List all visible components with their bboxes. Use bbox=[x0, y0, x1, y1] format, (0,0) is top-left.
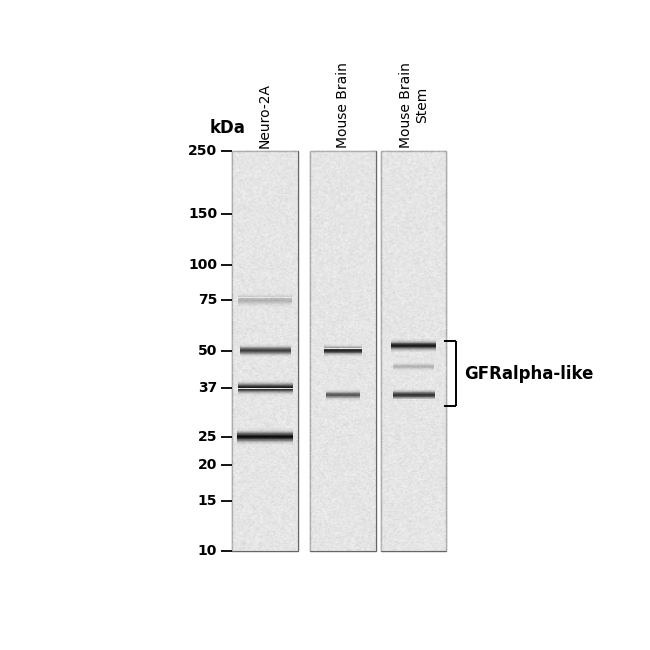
Text: 100: 100 bbox=[188, 257, 217, 272]
Text: 37: 37 bbox=[198, 382, 217, 395]
Text: 250: 250 bbox=[188, 144, 217, 157]
Text: kDa: kDa bbox=[209, 119, 245, 137]
Bar bbox=[233, 151, 298, 551]
Text: 25: 25 bbox=[198, 430, 217, 444]
Text: 75: 75 bbox=[198, 293, 217, 307]
Text: GFRalpha-like: GFRalpha-like bbox=[465, 365, 594, 383]
Text: 20: 20 bbox=[198, 458, 217, 472]
Text: Mouse Brain
Stem: Mouse Brain Stem bbox=[398, 62, 429, 148]
Bar bbox=[381, 151, 447, 551]
Text: 10: 10 bbox=[198, 544, 217, 558]
Text: Neuro-2A: Neuro-2A bbox=[258, 83, 272, 148]
Text: 15: 15 bbox=[198, 493, 217, 508]
Bar bbox=[311, 151, 376, 551]
Text: 150: 150 bbox=[188, 207, 217, 221]
Text: Mouse Brain: Mouse Brain bbox=[336, 62, 350, 148]
Text: 50: 50 bbox=[198, 344, 217, 358]
